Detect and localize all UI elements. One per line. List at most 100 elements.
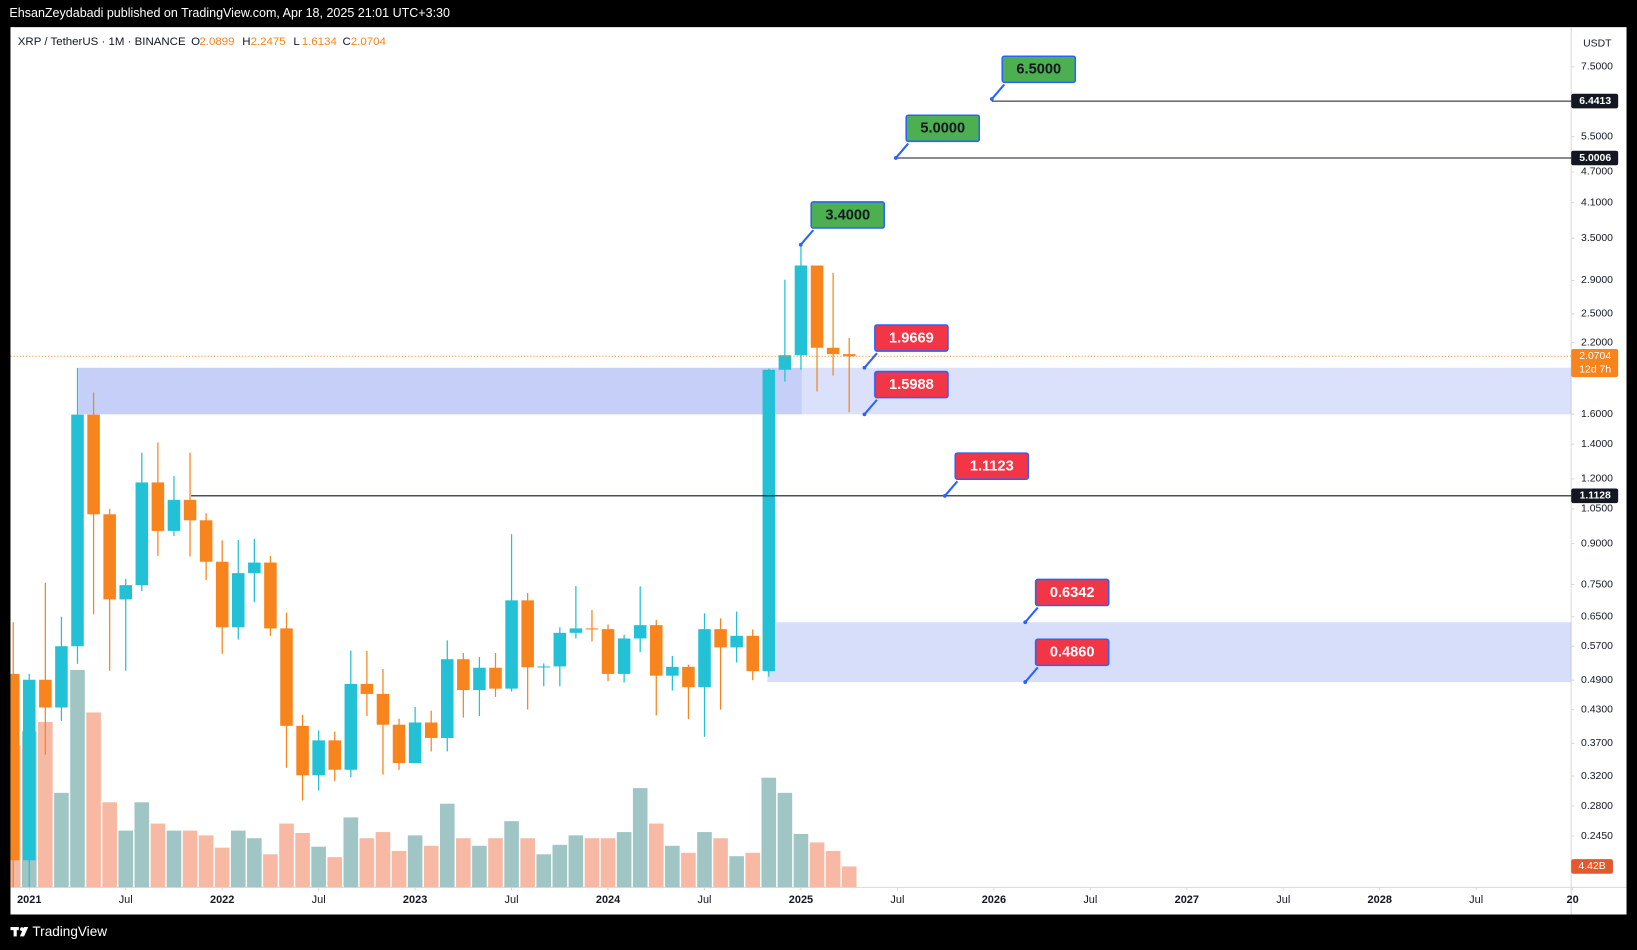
volume-label: 4.42B	[1578, 861, 1605, 872]
candle-body	[280, 628, 293, 726]
y-tick-label: 0.3200	[1581, 771, 1613, 782]
candle-body	[248, 562, 261, 574]
overlay: 6.5000 5.0000 3.4000 1.9669 1.5988 1.1123 0.63…	[798, 55, 1110, 684]
candle-body	[698, 629, 711, 688]
annotation-tip	[893, 156, 898, 160]
candle-body	[473, 667, 486, 691]
volume-bar	[359, 838, 375, 888]
volume-bar	[407, 835, 423, 888]
y-tick-label: 1.6000	[1581, 409, 1613, 420]
x-tick-label: 2021	[17, 894, 41, 906]
candle-body	[537, 666, 550, 668]
annotation-pointer	[944, 480, 959, 497]
x-tick-label: 2026	[982, 894, 1006, 906]
y-tick-label: 0.2800	[1581, 801, 1613, 812]
volume-bar	[552, 844, 568, 888]
candle-body	[55, 646, 68, 708]
candle-body	[424, 722, 438, 738]
volume-bar	[777, 792, 793, 888]
candle-body	[746, 635, 759, 672]
candle-body	[842, 354, 856, 357]
annotation-text: 0.6342	[1050, 585, 1095, 601]
volume-bar	[375, 832, 391, 888]
candle-body	[151, 482, 165, 531]
volume-bar	[423, 845, 439, 888]
price-line-tag	[1571, 93, 1619, 109]
annotation-tip	[1023, 680, 1028, 684]
annotation-text: 1.9669	[889, 330, 934, 346]
annotation-text: 6.5000	[1016, 62, 1061, 78]
annotation-box	[1001, 55, 1077, 84]
candle-body	[264, 562, 277, 629]
volume-bar	[150, 823, 166, 888]
candle-body	[135, 482, 149, 586]
volume-bar	[118, 830, 134, 888]
annotation-box	[810, 201, 886, 229]
x-tick-label: Jul	[505, 894, 519, 906]
y-tick-label: 1.0500	[1581, 504, 1613, 515]
volume-bar	[343, 817, 359, 888]
candle-body	[714, 629, 727, 648]
ohlc-key: O	[191, 36, 200, 48]
candle-body	[119, 585, 132, 600]
annotation-tip	[862, 365, 867, 370]
candle-body	[312, 740, 325, 776]
volume-bar	[584, 838, 600, 888]
volume-bar	[38, 721, 53, 888]
candle-body	[167, 499, 181, 531]
candle-body	[730, 635, 743, 648]
candle-body	[344, 683, 358, 770]
y-tick-label: 0.5700	[1581, 641, 1613, 652]
x-tick-label: 2022	[210, 894, 234, 906]
x-tick-label: Jul	[1469, 894, 1483, 906]
candle-body	[376, 693, 390, 725]
volume-bar	[648, 823, 664, 888]
ohlc-key: H	[242, 36, 250, 48]
candle-body	[441, 659, 454, 738]
annotation-box	[1034, 638, 1110, 667]
annotation-box	[874, 370, 949, 399]
candle-body	[650, 625, 663, 676]
x-tick-label: Jul	[890, 894, 904, 906]
annotation-box	[874, 324, 949, 352]
y-tick-label: 1.4000	[1581, 439, 1613, 450]
volume-bar	[166, 830, 182, 888]
candle-body	[666, 666, 679, 676]
candle-body	[39, 679, 52, 708]
y-tick-label: 0.4900	[1581, 675, 1613, 686]
chart-area	[10, 27, 1627, 915]
volume-bar	[70, 669, 85, 888]
y-tick-label: 0.6500	[1581, 611, 1613, 622]
volume-bar	[632, 788, 648, 888]
volume-bar	[504, 821, 519, 888]
price-line-tag	[1571, 150, 1619, 166]
candle-body	[505, 600, 518, 689]
annotation-box	[1034, 578, 1110, 607]
candle-body	[521, 600, 534, 668]
candle-body	[215, 561, 229, 628]
volume-bar	[665, 845, 680, 888]
candle-body	[328, 740, 341, 770]
volume-bar	[745, 852, 761, 888]
annotation-tip	[1023, 620, 1028, 625]
volume-bar	[86, 712, 101, 888]
volume-bar	[214, 847, 230, 888]
currency-label: USDT	[1583, 39, 1612, 50]
brand-text: TradingView	[32, 924, 107, 939]
candle-body	[23, 679, 36, 861]
volume-bar	[681, 852, 696, 888]
volume-bar	[102, 802, 117, 888]
candle-body	[408, 722, 422, 764]
volume-bar	[761, 777, 777, 888]
price-line-tag	[1571, 488, 1619, 504]
price-line-label: 5.0006	[1579, 153, 1611, 164]
y-tick-label: 4.7000	[1581, 167, 1613, 178]
volume-bar	[809, 842, 825, 888]
y-tick-label: 0.7500	[1581, 579, 1613, 590]
volume-bar	[536, 854, 552, 888]
price-line-label: 6.4413	[1579, 96, 1611, 107]
volume-bar	[182, 830, 198, 888]
volume-bar	[439, 803, 455, 888]
